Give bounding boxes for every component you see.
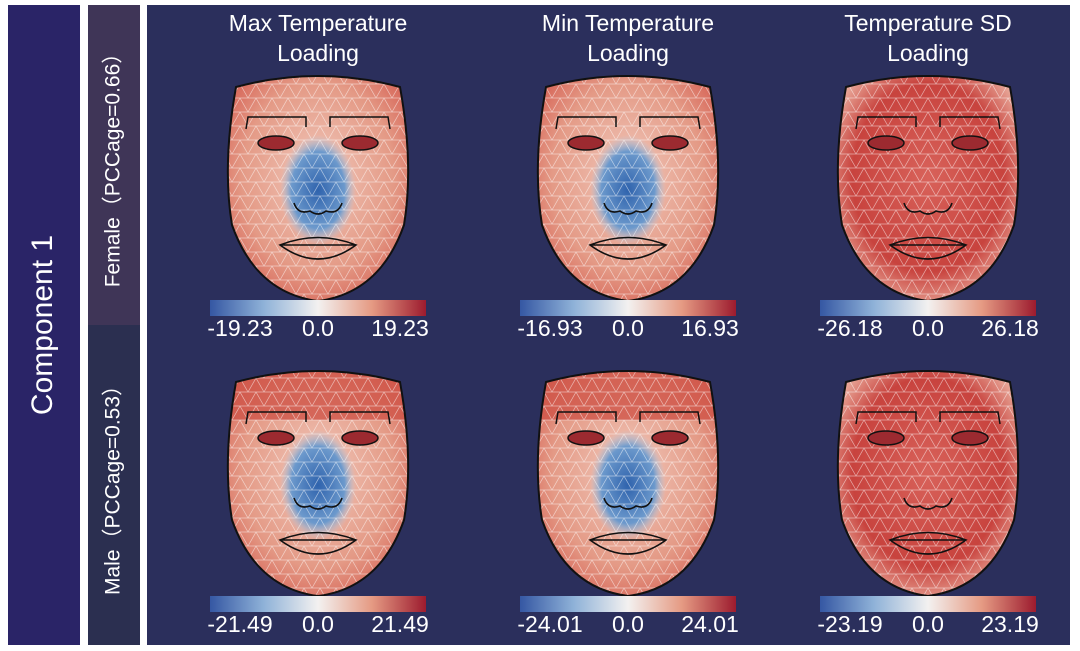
brow xyxy=(245,411,307,425)
face xyxy=(536,370,720,598)
colorbar-label: -23.19 xyxy=(817,611,882,637)
eye xyxy=(951,135,989,151)
eye xyxy=(651,430,689,446)
nostrils xyxy=(603,202,653,215)
colorbar-label: 26.18 xyxy=(981,315,1039,341)
colorbar-label: 24.01 xyxy=(681,611,739,637)
face-fill xyxy=(537,371,719,596)
colorbar xyxy=(520,596,736,612)
brow xyxy=(639,411,701,425)
face-fill xyxy=(227,76,409,301)
brow xyxy=(939,411,1001,425)
colorbar xyxy=(210,300,426,316)
side-bar xyxy=(8,5,80,645)
colorbar-label: 21.49 xyxy=(371,611,429,637)
mouth xyxy=(278,236,358,260)
column-title: Loading xyxy=(887,40,969,66)
column-title: Min Temperature xyxy=(542,10,714,36)
eye xyxy=(341,430,379,446)
column-title: Max Temperature xyxy=(229,10,408,36)
colorbar-label: 0.0 xyxy=(912,315,944,341)
mesh xyxy=(837,76,1019,301)
face-outline xyxy=(536,370,720,598)
nostrils xyxy=(903,497,953,510)
nostrils xyxy=(293,497,343,510)
brow xyxy=(939,116,1001,130)
mouth xyxy=(888,236,968,260)
colorbar-label: 23.19 xyxy=(981,611,1039,637)
face-outline xyxy=(226,370,410,598)
mouth xyxy=(278,531,358,555)
colorbar-label: 0.0 xyxy=(302,611,334,637)
mesh xyxy=(227,76,409,301)
mesh xyxy=(227,371,409,596)
colorbar-label: -21.49 xyxy=(207,611,272,637)
brow xyxy=(855,411,917,425)
face xyxy=(226,75,410,303)
colorbar-label: 0.0 xyxy=(612,611,644,637)
row-bar xyxy=(88,5,140,325)
column-title: Loading xyxy=(277,40,359,66)
face-outline xyxy=(226,75,410,303)
colorbar xyxy=(520,300,736,316)
face-fill xyxy=(837,76,1019,301)
face xyxy=(836,370,1020,598)
nostrils xyxy=(903,202,953,215)
colorbar xyxy=(820,596,1036,612)
colorbar-label: 0.0 xyxy=(612,315,644,341)
eye xyxy=(567,135,605,151)
eye xyxy=(341,135,379,151)
face xyxy=(226,370,410,598)
row-bar xyxy=(88,325,140,645)
brow xyxy=(329,411,391,425)
mouth xyxy=(588,531,668,555)
mesh xyxy=(537,371,719,596)
mouth xyxy=(588,236,668,260)
row-label: Female（PCCage=0.66） xyxy=(102,43,125,288)
eye xyxy=(867,135,905,151)
colorbar-label: -19.23 xyxy=(207,315,272,341)
colorbar-label: -16.93 xyxy=(517,315,582,341)
face-outline xyxy=(536,75,720,303)
eye xyxy=(951,430,989,446)
colorbar-label: 0.0 xyxy=(912,611,944,637)
brow xyxy=(329,116,391,130)
face-outline xyxy=(836,370,1020,598)
column-title: Temperature SD xyxy=(844,10,1011,36)
face-outline xyxy=(836,75,1020,303)
eye xyxy=(257,135,295,151)
side-label: Component 1 xyxy=(26,235,59,415)
eye xyxy=(567,430,605,446)
face xyxy=(836,75,1020,303)
nostrils xyxy=(293,202,343,215)
mouth xyxy=(888,531,968,555)
colorbar-label: -26.18 xyxy=(817,315,882,341)
brow xyxy=(639,116,701,130)
mesh xyxy=(837,371,1019,596)
brow xyxy=(555,411,617,425)
eye xyxy=(867,430,905,446)
colorbar-label: 16.93 xyxy=(681,315,739,341)
colorbar xyxy=(820,300,1036,316)
colorbar-label: 19.23 xyxy=(371,315,429,341)
colorbar-label: 0.0 xyxy=(302,315,334,341)
mesh xyxy=(537,76,719,301)
face xyxy=(536,75,720,303)
colorbar-label: -24.01 xyxy=(517,611,582,637)
row-label: Male（PCCage=0.53） xyxy=(102,375,125,595)
face-fill xyxy=(837,371,1019,596)
column-title: Loading xyxy=(587,40,669,66)
brow xyxy=(245,116,307,130)
brow xyxy=(855,116,917,130)
face-fill xyxy=(227,371,409,596)
eye xyxy=(651,135,689,151)
brow xyxy=(555,116,617,130)
eye xyxy=(257,430,295,446)
nostrils xyxy=(603,497,653,510)
face-fill xyxy=(537,76,719,301)
colorbar xyxy=(210,596,426,612)
